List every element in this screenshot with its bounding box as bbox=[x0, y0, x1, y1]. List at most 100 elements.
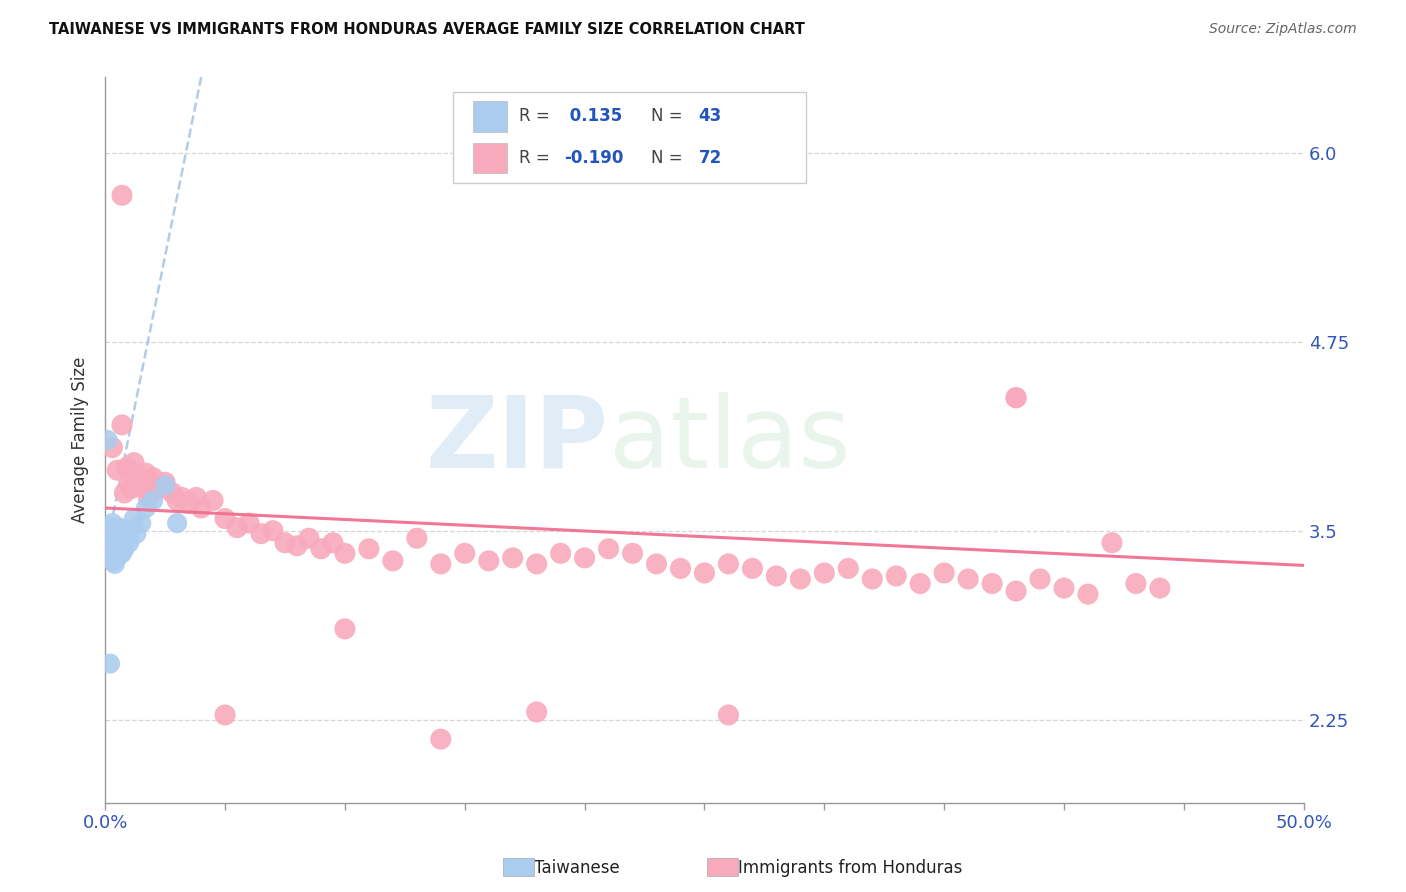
Point bbox=[97, 546, 120, 560]
Point bbox=[381, 554, 404, 568]
Point bbox=[101, 541, 124, 556]
Point bbox=[138, 491, 160, 505]
Point bbox=[118, 524, 141, 538]
Point bbox=[574, 550, 596, 565]
Point bbox=[813, 566, 835, 580]
Point bbox=[765, 569, 787, 583]
Point bbox=[115, 531, 138, 545]
Point bbox=[142, 493, 165, 508]
Point bbox=[98, 657, 121, 671]
Point bbox=[322, 535, 344, 549]
Point bbox=[1005, 391, 1028, 405]
Point bbox=[112, 486, 135, 500]
Point bbox=[153, 475, 176, 490]
Text: 43: 43 bbox=[699, 107, 721, 126]
Point bbox=[105, 541, 128, 556]
Point bbox=[669, 561, 692, 575]
Point bbox=[101, 526, 124, 541]
Point bbox=[153, 478, 176, 492]
Point bbox=[333, 546, 356, 560]
Point bbox=[105, 526, 128, 541]
Point bbox=[214, 708, 236, 723]
FancyBboxPatch shape bbox=[474, 143, 506, 173]
Point bbox=[789, 572, 811, 586]
Point bbox=[98, 539, 121, 553]
Point bbox=[1005, 584, 1028, 599]
Point bbox=[111, 188, 134, 202]
Text: atlas: atlas bbox=[609, 392, 851, 489]
Point bbox=[118, 535, 141, 549]
Point bbox=[202, 493, 225, 508]
Text: 72: 72 bbox=[699, 149, 721, 167]
Point bbox=[146, 481, 169, 495]
Point bbox=[104, 546, 127, 560]
Point bbox=[132, 480, 155, 494]
Point bbox=[104, 557, 127, 571]
Point bbox=[262, 524, 284, 538]
Point bbox=[860, 572, 883, 586]
Point bbox=[550, 546, 572, 560]
Point bbox=[837, 561, 859, 575]
Point bbox=[1101, 535, 1123, 549]
Text: R =: R = bbox=[519, 107, 555, 126]
Point bbox=[121, 481, 143, 495]
Text: N =: N = bbox=[651, 149, 688, 167]
Point bbox=[526, 705, 548, 719]
Point bbox=[125, 526, 148, 541]
Point bbox=[122, 511, 145, 525]
Point bbox=[621, 546, 644, 560]
Point bbox=[298, 531, 321, 545]
Point bbox=[1029, 572, 1052, 586]
Point bbox=[214, 511, 236, 525]
Y-axis label: Average Family Size: Average Family Size bbox=[72, 357, 89, 524]
Point bbox=[97, 524, 120, 538]
Point bbox=[101, 531, 124, 545]
Point bbox=[170, 491, 193, 505]
Point bbox=[333, 622, 356, 636]
Point bbox=[981, 576, 1004, 591]
Point bbox=[111, 417, 134, 432]
Point bbox=[1149, 581, 1171, 595]
Point bbox=[693, 566, 716, 580]
Point bbox=[430, 557, 453, 571]
Point bbox=[105, 550, 128, 565]
Point bbox=[250, 526, 273, 541]
Point bbox=[111, 546, 134, 560]
Point bbox=[98, 549, 121, 564]
Text: 0.135: 0.135 bbox=[564, 107, 623, 126]
Point bbox=[98, 543, 121, 558]
Point bbox=[97, 433, 120, 447]
Point bbox=[101, 535, 124, 549]
Point bbox=[129, 516, 152, 530]
Point bbox=[166, 493, 188, 508]
Point bbox=[105, 535, 128, 549]
Point bbox=[98, 531, 121, 545]
Point bbox=[142, 471, 165, 485]
Point bbox=[104, 524, 127, 538]
Point bbox=[478, 554, 501, 568]
Point bbox=[108, 521, 131, 535]
Text: R =: R = bbox=[519, 149, 555, 167]
Point bbox=[526, 557, 548, 571]
Point bbox=[125, 467, 148, 481]
Point bbox=[108, 534, 131, 549]
Point bbox=[97, 535, 120, 549]
Point bbox=[717, 708, 740, 723]
Point bbox=[405, 531, 427, 545]
Point bbox=[135, 501, 157, 516]
Text: Source: ZipAtlas.com: Source: ZipAtlas.com bbox=[1209, 22, 1357, 37]
Text: TAIWANESE VS IMMIGRANTS FROM HONDURAS AVERAGE FAMILY SIZE CORRELATION CHART: TAIWANESE VS IMMIGRANTS FROM HONDURAS AV… bbox=[49, 22, 806, 37]
Text: N =: N = bbox=[651, 107, 688, 126]
Point bbox=[957, 572, 980, 586]
Point bbox=[162, 486, 184, 500]
Point bbox=[105, 463, 128, 477]
Point bbox=[454, 546, 477, 560]
Point bbox=[98, 521, 121, 535]
Point bbox=[108, 546, 131, 560]
Point bbox=[101, 546, 124, 560]
Text: Taiwanese: Taiwanese bbox=[534, 859, 620, 877]
Point bbox=[357, 541, 380, 556]
FancyBboxPatch shape bbox=[453, 92, 806, 183]
Point bbox=[908, 576, 931, 591]
Point bbox=[717, 557, 740, 571]
